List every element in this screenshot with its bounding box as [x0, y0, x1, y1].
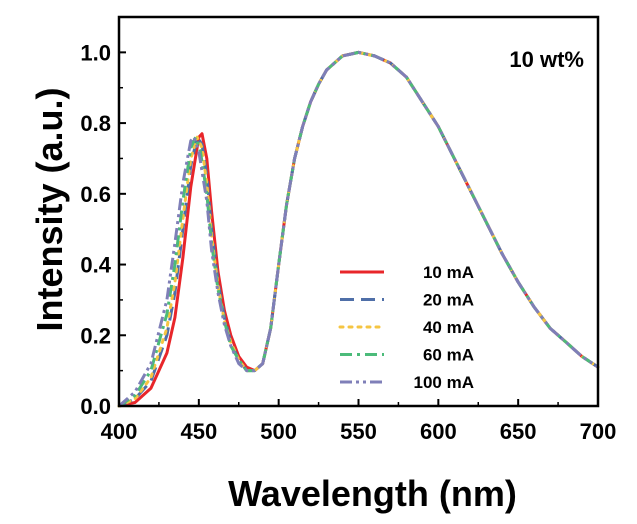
y-tick-label: 0.0 [80, 394, 111, 419]
x-tick-label: 550 [340, 419, 377, 444]
x-tick-label: 500 [260, 419, 297, 444]
legend-label-0: 10 mA [423, 263, 474, 282]
x-tick-label: 700 [580, 419, 617, 444]
legend-label-4: 100 mA [414, 373, 474, 392]
y-tick-label: 1.0 [80, 40, 111, 65]
x-tick-label: 600 [420, 419, 457, 444]
x-axis-ticks: 400 450 500 550 600 650 700 [101, 399, 617, 444]
plot-frame [117, 15, 600, 408]
y-tick-label: 0.4 [80, 253, 111, 278]
series-layer [117, 50, 600, 408]
legend: 10 mA 20 mA 40 mA 60 mA 100 mA [338, 263, 474, 392]
series-line-2 [117, 50, 600, 408]
x-axis-title: Wavelength (nm) [228, 473, 517, 514]
series-line-3 [118, 50, 599, 408]
x-tick-label: 650 [500, 419, 537, 444]
y-axis-ticks: 0.0 0.2 0.4 0.6 0.8 1.0 [80, 40, 126, 419]
series-line-1 [118, 50, 599, 408]
series-line-0 [118, 50, 599, 408]
annotation-label: 10 wt% [509, 47, 584, 72]
x-tick-label: 400 [101, 419, 138, 444]
legend-label-2: 40 mA [423, 318, 474, 337]
x-tick-label: 450 [180, 419, 217, 444]
legend-label-1: 20 mA [423, 291, 474, 310]
y-tick-label: 0.8 [80, 111, 111, 136]
y-tick-label: 0.2 [80, 323, 111, 348]
y-axis-title: Intensity (a.u.) [29, 87, 70, 331]
legend-label-3: 60 mA [423, 346, 474, 365]
y-tick-label: 0.6 [80, 182, 111, 207]
series-line-4 [118, 50, 599, 408]
